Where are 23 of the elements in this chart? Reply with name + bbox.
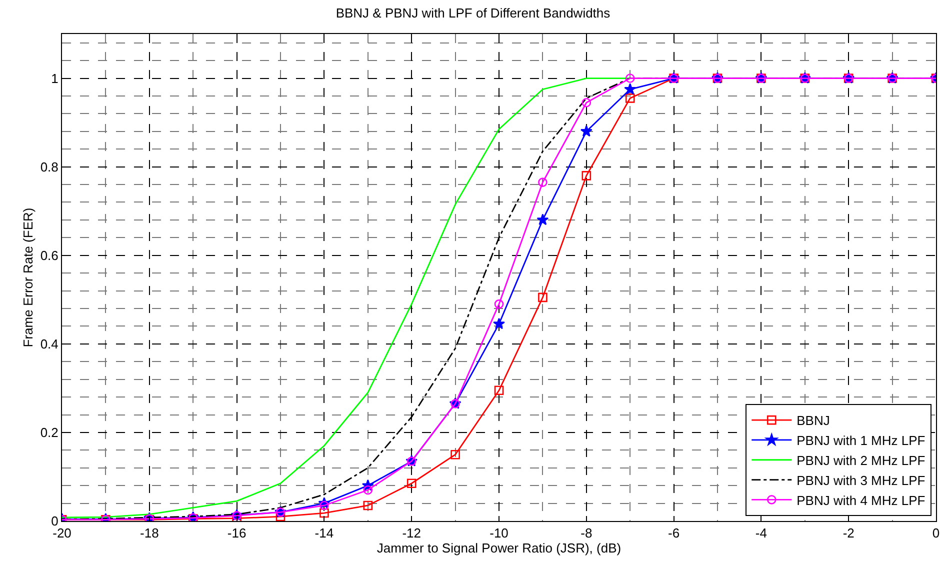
legend-label: BBNJ <box>796 413 830 428</box>
y-tick-label: 0.4 <box>40 336 58 352</box>
y-tick-label: 1 <box>51 70 58 86</box>
legend-label: PBNJ with 2 MHz LPF <box>796 452 926 468</box>
y-tick-label: 0.8 <box>40 159 58 174</box>
y-tick-label: 0.2 <box>40 425 58 440</box>
legend-label: PBNJ with 1 MHz LPF <box>796 433 926 448</box>
x-tick-label: 0 <box>932 526 940 541</box>
chart-title: BBNJ & PBNJ with LPF of Different Bandwidths <box>336 6 611 21</box>
x-tick-label: -2 <box>842 526 854 541</box>
x-tick-label: -12 <box>402 526 421 541</box>
x-tick-label: -6 <box>668 526 680 541</box>
x-tick-label: -4 <box>755 526 767 541</box>
x-tick-label: -10 <box>490 526 508 541</box>
x-tick-label: -16 <box>227 526 246 541</box>
x-tick-label: -8 <box>580 526 592 541</box>
x-tick-label: -18 <box>140 526 159 541</box>
legend-label: PBNJ with 4 MHz LPF <box>796 492 926 508</box>
x-tick-label: -14 <box>314 526 334 541</box>
y-axis-title: Frame Error Rate (FER) <box>20 208 36 348</box>
legend-label: PBNJ with 3 MHz LPF <box>796 472 926 488</box>
x-axis-title: Jammer to Signal Power Ratio (JSR), (dB) <box>376 540 622 556</box>
y-tick-label: 0.6 <box>40 248 58 263</box>
